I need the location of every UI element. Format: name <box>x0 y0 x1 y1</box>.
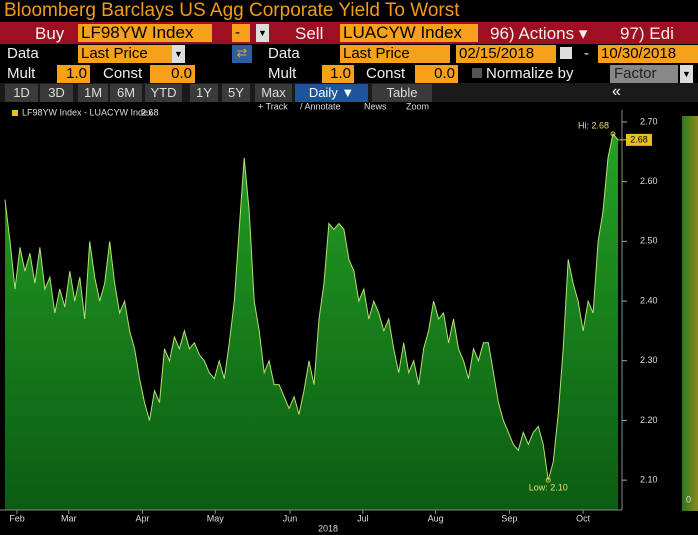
x-tick-label: Feb <box>9 513 25 523</box>
field[interactable]: Last Price <box>340 45 450 63</box>
side-panel-label: 0 <box>686 494 691 504</box>
hi-label: Hi: 2.68 <box>578 120 609 130</box>
data-label: Data <box>7 45 39 62</box>
buy-ticker[interactable]: LF98YW Index <box>78 24 212 42</box>
x-axis-label: 2018 <box>318 523 338 533</box>
title-bar: Bloomberg Barclays US Agg Corporate Yiel… <box>0 0 698 22</box>
tab[interactable]: Table <box>372 84 432 102</box>
const-value[interactable]: 0.0 <box>150 65 195 83</box>
x-tick-label: Mar <box>61 513 77 523</box>
low-label: Low: 2.10 <box>529 483 568 493</box>
tab[interactable]: 5Y <box>222 84 250 102</box>
y-tick-label: 2.50 <box>640 236 658 246</box>
checkbox[interactable] <box>472 68 482 78</box>
x-tick-label: Jun <box>283 513 298 523</box>
dropdown[interactable]: ▼ <box>680 65 693 83</box>
last-value-label: 2.68 <box>630 134 648 144</box>
dropdown[interactable]: ▼ <box>172 45 185 63</box>
buy-label: Buy <box>35 24 65 43</box>
news-tool[interactable]: News <box>364 102 387 111</box>
swap-icon[interactable]: ⇄ <box>232 45 252 63</box>
y-tick-label: 2.20 <box>640 415 658 425</box>
legend-swatch <box>12 110 18 116</box>
annotate-tool[interactable]: / Annotate <box>300 102 341 111</box>
actions-menu[interactable]: 96) Actions ▾ <box>490 24 588 43</box>
const-value[interactable]: 0.0 <box>415 65 458 83</box>
data-row: Data Last Price ▼ ⇄ Data Last Price 02/1… <box>0 44 698 64</box>
factor-field[interactable]: Factor <box>610 65 678 83</box>
sell-ticker[interactable]: LUACYW Index <box>340 24 478 42</box>
tab[interactable]: 1D <box>5 84 38 102</box>
data-label: Data <box>268 45 300 62</box>
legend-label: LF98YW Index - LUACYW Index <box>22 107 153 117</box>
start-date[interactable]: 02/15/2018 <box>456 45 556 63</box>
last-value-box <box>626 133 652 146</box>
line <box>4 132 619 481</box>
mult-row: Mult 1.0 Const 0.0 Mult 1.0 Const 0.0 No… <box>0 64 698 83</box>
x-tick-label: Jul <box>357 513 369 523</box>
normalize-label: Normalize by <box>486 65 574 82</box>
field[interactable]: Last Price <box>78 45 172 63</box>
chart: 0 LF98YW Index - LUACYW Index 2.68 + Tra… <box>0 102 698 533</box>
const-label: Const <box>103 65 143 82</box>
y-tick-label: 2.40 <box>640 295 658 305</box>
mult-value[interactable]: 1.0 <box>322 65 354 83</box>
date-dash: - <box>584 45 589 62</box>
mult-label: Mult <box>7 65 36 82</box>
hi-marker <box>610 131 616 137</box>
x-tick-label: Sep <box>501 513 517 523</box>
tab[interactable]: 1M <box>78 84 108 102</box>
legend-value: 2.68 <box>141 107 159 117</box>
sell-label: Sell <box>295 24 324 43</box>
operator[interactable]: - <box>232 24 250 42</box>
tab-bar: « 1D 3D 1M 6M YTD 1Y 5Y Max Daily ▼ Table <box>0 83 698 102</box>
x-tick-label: May <box>207 513 225 523</box>
area <box>5 133 618 510</box>
side-panel <box>682 116 698 511</box>
mult-label: Mult <box>268 65 297 82</box>
edit-menu[interactable]: 97) Edi <box>620 24 674 43</box>
const-label: Const <box>366 65 406 82</box>
title: Bloomberg Barclays US Agg Corporate Yiel… <box>4 0 460 21</box>
y-tick-label: 2.70 <box>640 116 658 126</box>
y-tick-label: 2.10 <box>640 475 658 485</box>
tab[interactable]: Daily ▼ <box>295 84 368 102</box>
end-date[interactable]: 10/30/2018 <box>598 45 698 63</box>
tab[interactable]: 6M <box>110 84 142 102</box>
x-tick-label: Apr <box>136 513 150 523</box>
calendar-icon[interactable] <box>560 47 572 59</box>
x-tick-label: Aug <box>428 513 444 523</box>
security-row: Buy LF98YW Index - ▼ Sell LUACYW Index 9… <box>0 22 698 44</box>
zoom-tool[interactable]: Zoom <box>406 102 429 111</box>
tab[interactable]: 3D <box>40 84 73 102</box>
low-marker <box>545 477 551 483</box>
tab[interactable]: 1Y <box>190 84 218 102</box>
y-tick-label: 2.30 <box>640 355 658 365</box>
track-tool[interactable]: + Track <box>258 102 288 111</box>
y-tick-label: 2.60 <box>640 176 658 186</box>
mult-value[interactable]: 1.0 <box>57 65 90 83</box>
dropdown[interactable]: ▼ <box>256 24 269 42</box>
tab[interactable]: YTD <box>145 84 182 102</box>
x-tick-label: Oct <box>576 513 591 523</box>
collapse-button[interactable]: « <box>612 83 621 100</box>
tab[interactable]: Max <box>255 84 292 102</box>
